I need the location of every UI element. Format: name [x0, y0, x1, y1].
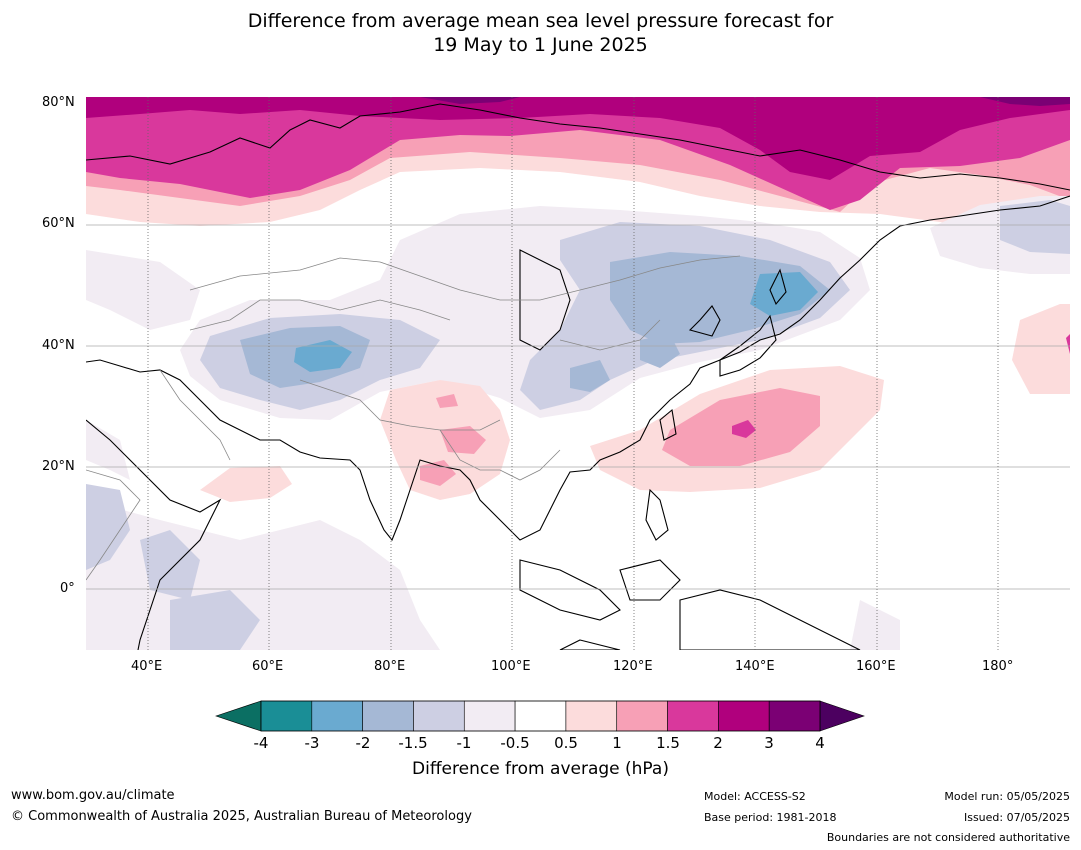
colorbar-label: Difference from average (hPa) — [412, 759, 669, 779]
lat-label: 60°N — [42, 216, 75, 231]
colorbar-segment — [311, 700, 363, 732]
colorbar — [215, 700, 865, 732]
colorbar-tick: 1 — [612, 734, 622, 752]
lon-label: 80°E — [374, 659, 406, 674]
anomaly-negative-0.5 — [850, 600, 900, 650]
footer-disclaimer: Boundaries are not considered authoritat… — [826, 831, 1070, 844]
anomaly-negative-1 — [140, 530, 200, 600]
lon-label: 140°E — [735, 659, 775, 674]
colorbar-segment — [768, 700, 821, 732]
colorbar-tick: -2 — [355, 734, 371, 752]
title-line-1: Difference from average mean sea level p… — [247, 10, 834, 32]
lon-label: 180° — [982, 659, 1014, 674]
anomaly-negative-0.5 — [86, 250, 200, 330]
colorbar-segment — [565, 700, 618, 732]
meridians — [147, 97, 999, 650]
anomaly-negative-1 — [170, 590, 260, 650]
anomaly-positive-1.5 — [1066, 334, 1070, 354]
anomaly-positive-0.5 — [1012, 304, 1070, 394]
colorbar-over-arrow — [819, 700, 865, 732]
lon-label: 160°E — [856, 659, 896, 674]
colorbar-tick: 2 — [713, 734, 723, 752]
lat-label: 80°N — [42, 95, 75, 110]
anomaly-negative-1 — [86, 484, 130, 570]
colorbar-segment — [667, 700, 719, 732]
colorbar-segment — [514, 700, 567, 732]
footer-issued: Issued: 07/05/2025 — [963, 811, 1070, 824]
anomaly-negative-0.5 — [86, 420, 130, 480]
anomaly-positive-1.5 — [732, 420, 756, 438]
footer-url[interactable]: www.bom.gov.au/climate — [11, 788, 175, 803]
anomaly-negative-2 — [294, 340, 352, 372]
lat-label: 20°N — [42, 459, 75, 474]
anomaly-negative-1.5 — [640, 334, 680, 368]
lon-label: 120°E — [613, 659, 653, 674]
colorbar-tick: -4 — [253, 734, 269, 752]
anomaly-positive-2 — [86, 97, 1070, 180]
colorbar-tick: -3 — [304, 734, 320, 752]
lat-label: 0° — [60, 581, 75, 596]
colorbar-segment — [463, 700, 516, 732]
footer-base-period: Base period: 1981-2018 — [704, 811, 837, 824]
country-borders — [86, 255, 741, 581]
colorbar-segment — [413, 700, 465, 732]
colorbar-under-arrow — [215, 700, 262, 732]
gridlines — [86, 224, 1070, 590]
colorbar-tick: 4 — [815, 734, 825, 752]
anomaly-positive-1 — [436, 394, 458, 408]
colorbar-tick: 1.5 — [656, 734, 680, 752]
footer-copyright: © Commonwealth of Australia 2025, Austra… — [11, 809, 472, 824]
lat-label: 40°N — [42, 338, 75, 353]
anomaly-positive-3 — [420, 97, 520, 104]
colorbar-tick: 0.5 — [554, 734, 578, 752]
coastlines — [86, 103, 1070, 650]
lon-label: 40°E — [131, 659, 163, 674]
colorbar-tick: -0.5 — [500, 734, 530, 752]
colorbar-segment — [616, 700, 668, 732]
colorbar-segment — [718, 700, 770, 732]
colorbar-segment — [362, 700, 414, 732]
anomaly-negative-1 — [1000, 200, 1070, 254]
anomaly-positive-3 — [980, 97, 1070, 106]
colorbar-segment — [260, 700, 313, 732]
anomaly-negative-1.5 — [570, 360, 610, 392]
lon-label: 100°E — [491, 659, 531, 674]
title-line-2: 19 May to 1 June 2025 — [433, 34, 648, 56]
colorbar-tick: -1 — [456, 734, 472, 752]
lon-label: 60°E — [252, 659, 284, 674]
footer-model: Model: ACCESS-S2 — [704, 790, 806, 803]
anomaly-positive-1 — [420, 460, 456, 486]
colorbar-tick: -1.5 — [398, 734, 428, 752]
footer-model-run: Model run: 05/05/2025 — [944, 790, 1070, 803]
colorbar-tick: 3 — [764, 734, 774, 752]
